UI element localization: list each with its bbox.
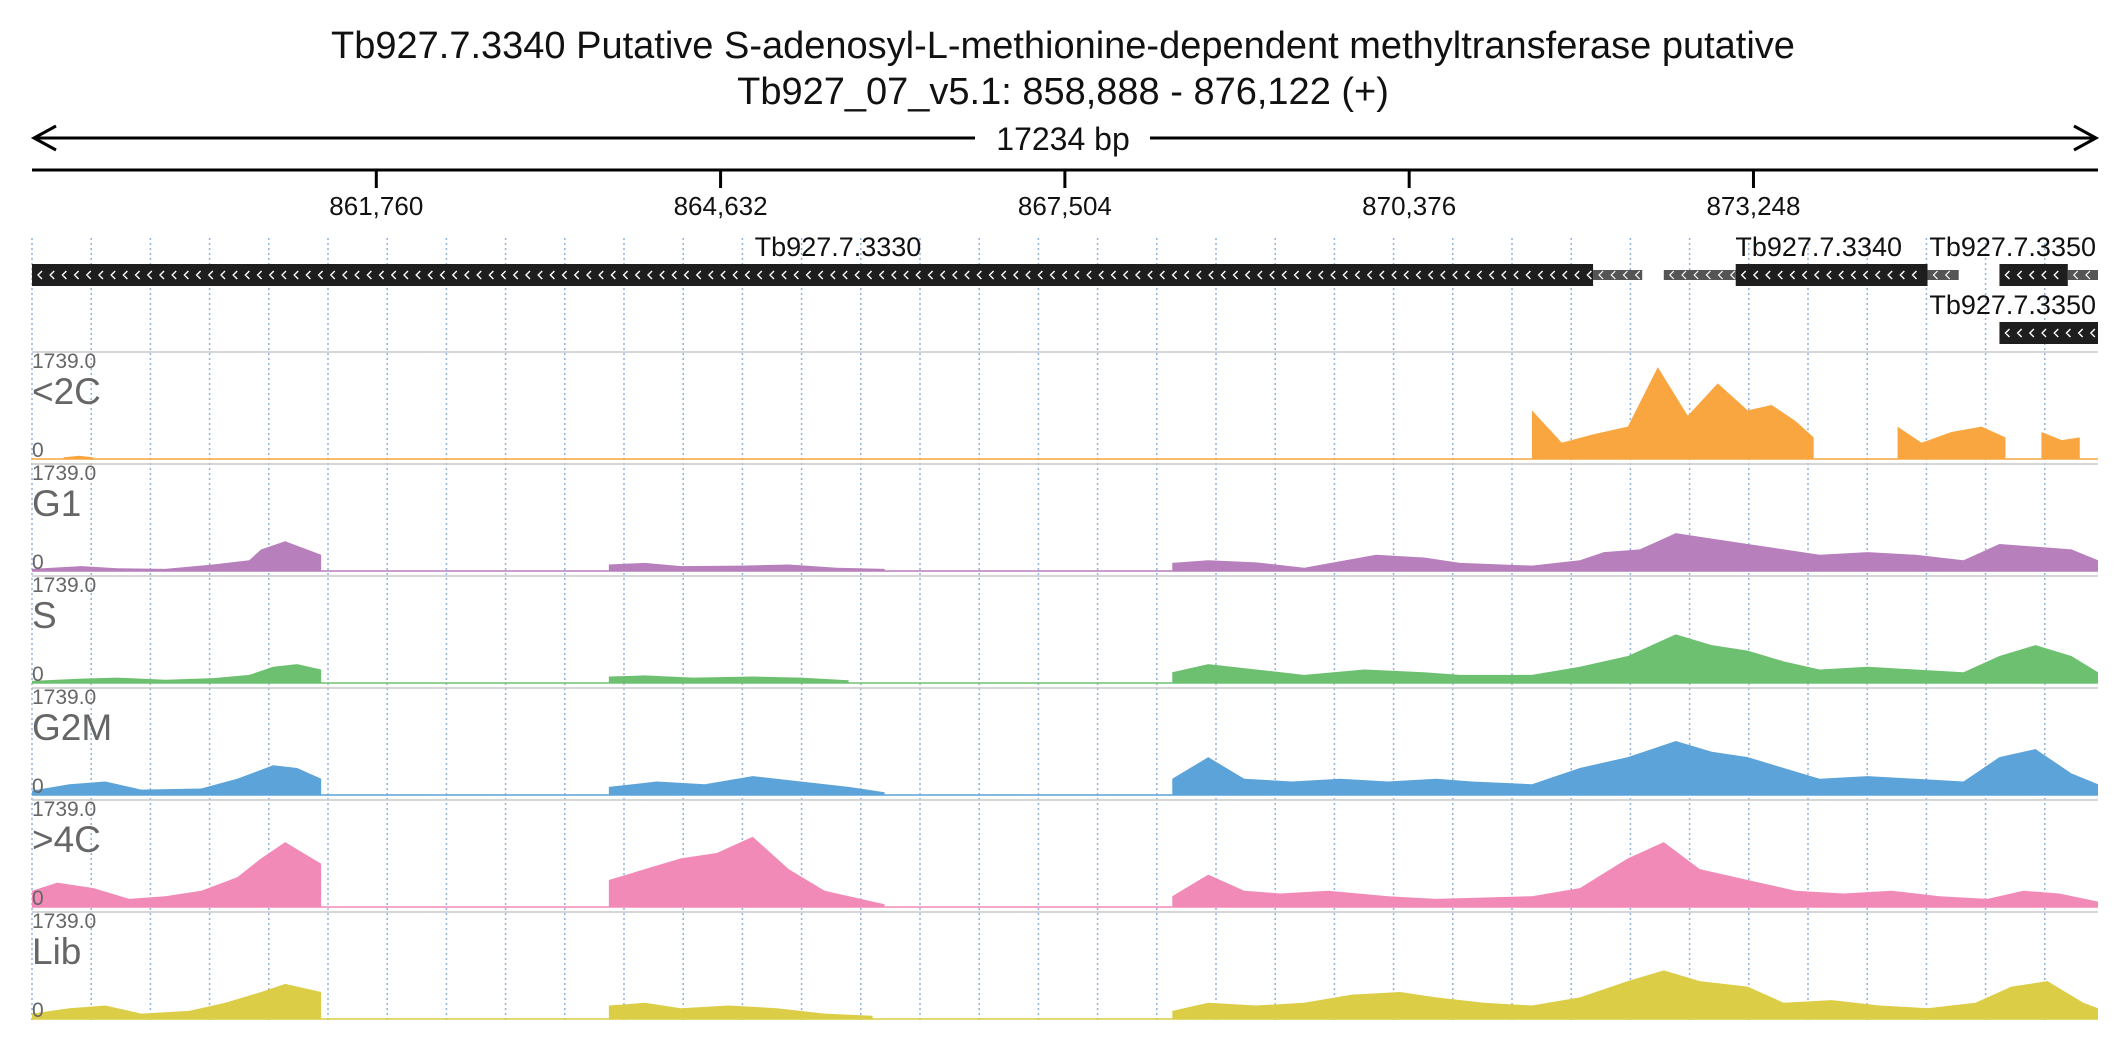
ruler-tick-label: 873,248: [1706, 191, 1800, 221]
track-min-label: 0: [32, 775, 44, 798]
gene-utr: [1927, 270, 1959, 280]
gene-cds: [32, 264, 1594, 286]
ruler-tick-label: 861,760: [329, 191, 423, 221]
coverage-track: [32, 799, 2098, 908]
track-min-label: 0: [32, 551, 44, 574]
track-min-label: 0: [32, 999, 44, 1022]
track-max-label: 1739.0: [32, 350, 96, 373]
strand-chevrons: [1932, 270, 1951, 280]
coverage-track: [32, 911, 2098, 1020]
gene-track: [32, 264, 2098, 344]
gene-name-label: Tb927.7.3350: [1929, 232, 2096, 262]
coverage-area: [608, 675, 849, 683]
ruler-tick-label: 870,376: [1362, 191, 1456, 221]
gene-name-label: Tb927.7.3350: [1929, 290, 2096, 320]
gene-utr: [1593, 270, 1643, 280]
coverage-area: [63, 455, 94, 459]
coverage-track: [32, 351, 2098, 460]
strand-chevrons: [1668, 270, 1736, 280]
page-title: Tb927.7.3340 Putative S-adenosyl-L-methi…: [331, 25, 1795, 67]
track-max-label: 1739.0: [32, 798, 96, 821]
track-max-label: 1739.0: [32, 462, 96, 485]
track-name-label: <2C: [32, 371, 101, 412]
strand-chevrons: [1740, 270, 1918, 280]
track-min-label: 0: [32, 439, 44, 462]
coverage-track: [32, 463, 2098, 572]
track-max-label: 1739.0: [32, 686, 96, 709]
coverage-area: [1172, 634, 2098, 683]
coverage-area: [608, 776, 885, 795]
strand-chevrons: [2004, 270, 2059, 280]
track-name-label: G1: [32, 483, 81, 524]
gene-cds: [1999, 264, 2068, 286]
track-name-label: >4C: [32, 819, 101, 860]
coverage-area: [1897, 426, 2006, 459]
strand-chevrons: [1598, 270, 1641, 280]
gene-name-label: Tb927.7.3340: [1735, 232, 1902, 262]
coverage-area: [1172, 740, 2098, 795]
coverage-area: [1172, 970, 2098, 1019]
coverage-track: [32, 687, 2098, 796]
gene-cds: [1735, 264, 1928, 286]
gene-model: [32, 264, 1643, 286]
coverage-area: [608, 562, 885, 571]
track-name-label: S: [32, 595, 57, 636]
span-arrow-right: [2073, 124, 2100, 152]
ruler-tick-label: 867,504: [1018, 191, 1112, 221]
span-length-label: 17234 bp: [996, 121, 1129, 157]
coverage-area: [1531, 367, 1814, 459]
span-arrow-left: [30, 124, 57, 152]
coverage-area: [1172, 533, 2098, 571]
strand-chevrons: [37, 270, 1592, 280]
gene-model: [1663, 264, 1959, 286]
gene-cds: [1999, 322, 2098, 344]
coverage-area: [32, 983, 322, 1019]
gene-model: [1999, 264, 2098, 286]
coverage-area: [32, 842, 322, 907]
track-max-label: 1739.0: [32, 910, 96, 933]
track-min-label: 0: [32, 663, 44, 686]
gene-utr: [2067, 270, 2098, 280]
gene-model: [1999, 322, 2098, 344]
coverage-area: [608, 836, 885, 907]
coverage-area: [608, 1002, 873, 1019]
track-name-label: Lib: [32, 931, 81, 972]
coverage-area: [32, 541, 322, 571]
coverage-area: [1172, 842, 2098, 907]
gene-name-label: Tb927.7.3330: [755, 232, 922, 262]
track-max-label: 1739.0: [32, 574, 96, 597]
track-name-label: G2M: [32, 707, 112, 748]
ruler-tick-label: 864,632: [674, 191, 768, 221]
coverage-area: [32, 765, 322, 795]
strand-chevrons: [2072, 270, 2091, 280]
coverage-area: [2041, 431, 2080, 459]
strand-chevrons: [2004, 328, 2096, 338]
track-min-label: 0: [32, 887, 44, 910]
coverage-area: [32, 664, 322, 683]
grid-lines: [31, 238, 2046, 1020]
region-label: Tb927_07_v5.1: 858,888 - 876,122 (+): [737, 71, 1389, 113]
coverage-track: [32, 575, 2098, 684]
gene-utr: [1663, 270, 1736, 280]
